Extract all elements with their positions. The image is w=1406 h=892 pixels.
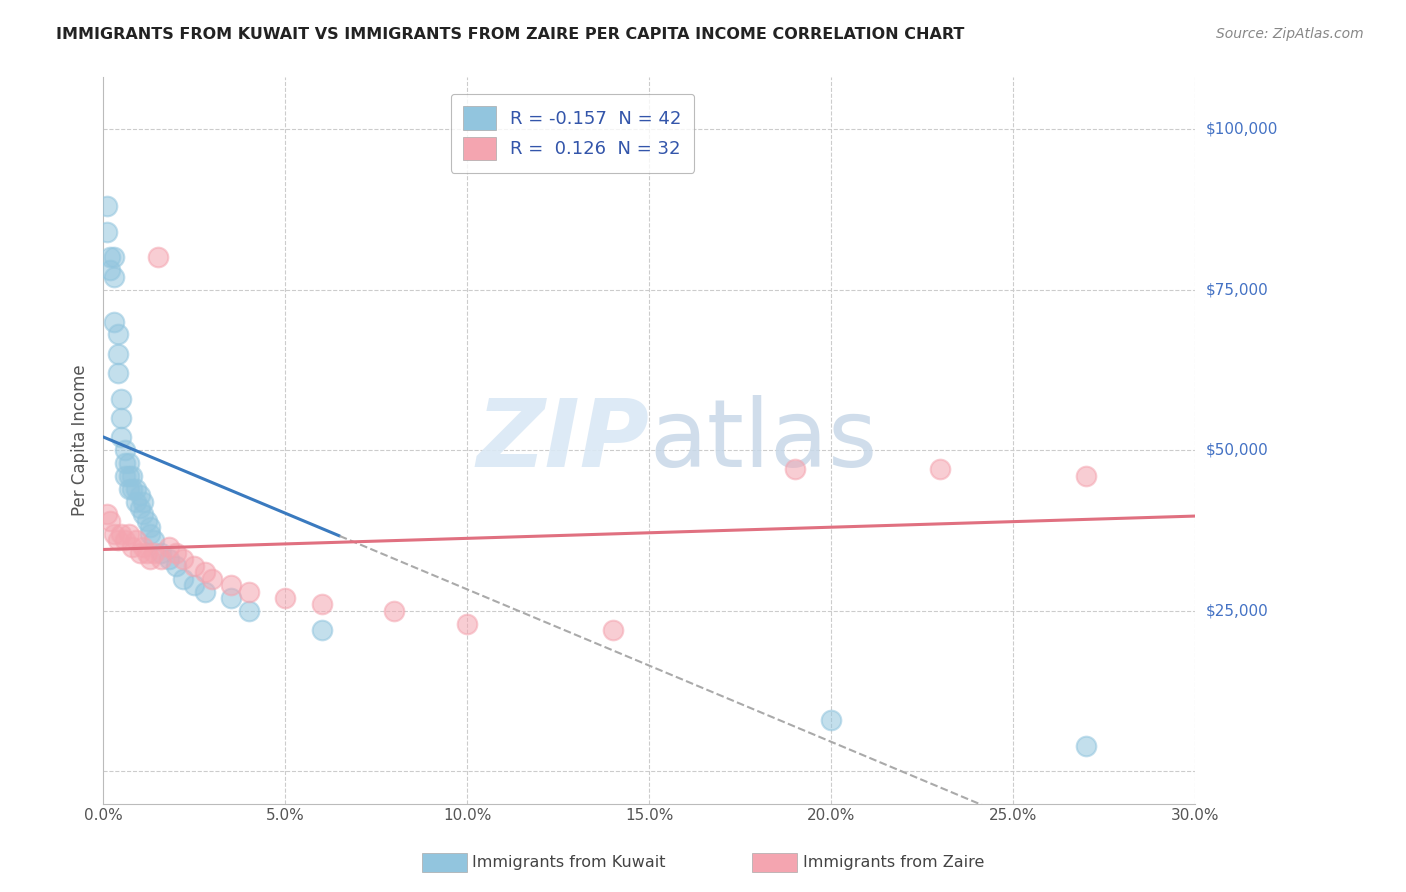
Point (602, 623, 624, 637)
Point (194, 584, 217, 599)
Point (135, 546, 157, 560)
Text: Immigrants from Kuwait: Immigrants from Kuwait (472, 855, 666, 870)
Point (165, 546, 187, 560)
Point (103, 526, 125, 541)
Point (139, 552, 162, 566)
Point (201, 572, 224, 586)
Point (117, 482, 139, 496)
Point (135, 514, 157, 528)
Point (143, 533, 166, 548)
Point (110, 430, 132, 444)
Point (107, 533, 129, 548)
Point (311, 598, 333, 612)
Point (183, 578, 205, 592)
Point (820, 713, 842, 727)
Point (110, 411, 132, 425)
Point (107, 327, 129, 342)
Point (128, 488, 150, 502)
Point (121, 540, 143, 554)
Point (117, 456, 139, 470)
Point (103, 315, 125, 329)
Point (125, 533, 148, 548)
Point (96, 508, 118, 522)
Point (157, 552, 180, 566)
Point (128, 546, 150, 560)
Point (1074, 739, 1097, 753)
Point (125, 494, 148, 508)
Point (157, 540, 180, 554)
Text: $100,000: $100,000 (1206, 121, 1278, 136)
Text: atlas: atlas (650, 394, 877, 486)
Point (100, 263, 122, 277)
Point (311, 623, 333, 637)
Point (132, 508, 155, 522)
Point (238, 584, 260, 599)
Point (146, 251, 169, 265)
Point (100, 514, 122, 528)
Point (165, 558, 187, 573)
Text: Immigrants from Zaire: Immigrants from Zaire (803, 855, 984, 870)
Point (143, 546, 166, 560)
Point (96, 199, 118, 213)
Point (150, 546, 173, 560)
Point (929, 462, 952, 476)
Point (121, 468, 143, 483)
Legend: R = -0.157  N = 42, R =  0.126  N = 32: R = -0.157 N = 42, R = 0.126 N = 32 (451, 94, 695, 173)
Point (114, 533, 136, 548)
Point (100, 251, 122, 265)
Text: Source: ZipAtlas.com: Source: ZipAtlas.com (1216, 27, 1364, 41)
Point (219, 591, 242, 605)
Point (103, 269, 125, 284)
Point (114, 443, 136, 458)
Point (456, 616, 478, 631)
Point (96, 225, 118, 239)
Point (139, 520, 162, 534)
Text: $25,000: $25,000 (1206, 603, 1268, 618)
Point (103, 251, 125, 265)
Point (238, 604, 260, 618)
Point (172, 552, 194, 566)
Point (172, 572, 194, 586)
Point (125, 482, 148, 496)
Text: $50,000: $50,000 (1206, 442, 1268, 458)
Point (139, 526, 162, 541)
Text: $75,000: $75,000 (1206, 282, 1268, 297)
Point (121, 482, 143, 496)
Point (132, 494, 155, 508)
Point (194, 566, 217, 580)
Point (150, 552, 173, 566)
Point (274, 591, 297, 605)
Point (132, 540, 155, 554)
Text: IMMIGRANTS FROM KUWAIT VS IMMIGRANTS FROM ZAIRE PER CAPITA INCOME CORRELATION CH: IMMIGRANTS FROM KUWAIT VS IMMIGRANTS FRO… (56, 27, 965, 42)
Point (382, 604, 405, 618)
Point (128, 501, 150, 516)
Point (1074, 468, 1097, 483)
Point (183, 558, 205, 573)
Point (219, 578, 242, 592)
Point (107, 366, 129, 380)
Point (117, 468, 139, 483)
Text: ZIP: ZIP (477, 394, 650, 486)
Point (114, 468, 136, 483)
Point (107, 347, 129, 361)
Point (110, 392, 132, 406)
Point (114, 456, 136, 470)
Point (783, 462, 806, 476)
Point (110, 526, 132, 541)
Y-axis label: Per Capita Income: Per Capita Income (72, 365, 89, 516)
Point (117, 526, 139, 541)
